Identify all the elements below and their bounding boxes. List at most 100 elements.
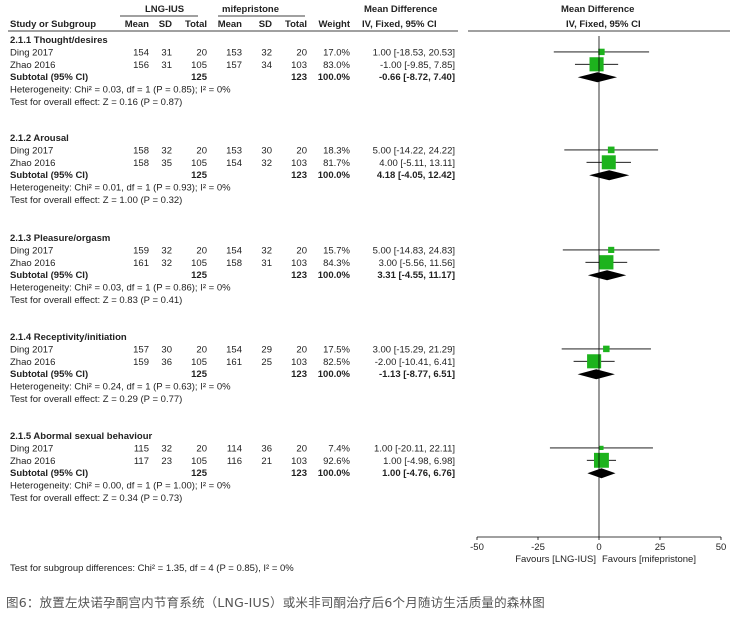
mean-2: 153 bbox=[226, 47, 242, 58]
study-name: Ding 2017 bbox=[10, 344, 53, 355]
heterogeneity: Heterogeneity: Chi² = 0.03, df = 1 (P = … bbox=[10, 283, 231, 294]
subtotal-diamond bbox=[577, 369, 615, 380]
sd-1: 30 bbox=[161, 344, 172, 355]
tick-label: -50 bbox=[470, 542, 484, 553]
favours-left: Favours [LNG-IUS] bbox=[515, 554, 596, 565]
mean-2: 157 bbox=[226, 60, 242, 71]
mean-2: 154 bbox=[226, 245, 242, 256]
col-mean-1: Mean bbox=[125, 19, 149, 30]
study-square bbox=[608, 246, 615, 253]
col-mean-2: Mean bbox=[218, 19, 242, 30]
sd-2: 30 bbox=[261, 145, 272, 156]
study-name: Zhao 2016 bbox=[10, 258, 55, 269]
heterogeneity: Heterogeneity: Chi² = 0.24, df = 1 (P = … bbox=[10, 382, 231, 393]
group2-header: mifepristone bbox=[222, 4, 279, 15]
total-2: 20 bbox=[296, 47, 307, 58]
subtotal-label: Subtotal (95% CI) bbox=[10, 72, 88, 83]
subtotal-total-1: 125 bbox=[191, 369, 208, 380]
subtotal-total-2: 123 bbox=[291, 72, 307, 83]
weight: 81.7% bbox=[323, 158, 350, 169]
sd-2: 31 bbox=[261, 258, 272, 269]
sd-1: 32 bbox=[161, 258, 172, 269]
total-2: 103 bbox=[291, 456, 307, 467]
subtotal-ci-text: -0.66 [-8.72, 7.40] bbox=[379, 72, 455, 83]
mean-1: 161 bbox=[133, 258, 149, 269]
sd-1: 32 bbox=[161, 443, 172, 454]
ci-text: 5.00 [-14.22, 24.22] bbox=[373, 145, 455, 156]
total-2: 103 bbox=[291, 158, 307, 169]
subtotal-weight: 100.0% bbox=[318, 72, 351, 83]
subtotal-weight: 100.0% bbox=[318, 270, 351, 281]
mean-1: 159 bbox=[133, 245, 149, 256]
subtotal-diamond bbox=[587, 270, 627, 281]
weight: 84.3% bbox=[323, 258, 350, 269]
study-square bbox=[593, 452, 609, 468]
subtotal-total-1: 125 bbox=[191, 270, 208, 281]
subtotal-ci-text: 4.18 [-4.05, 12.42] bbox=[377, 170, 455, 181]
mean-2: 154 bbox=[226, 158, 242, 169]
subtotal-ci-text: 1.00 [-4.76, 6.76] bbox=[382, 468, 455, 479]
mean-1: 154 bbox=[133, 47, 149, 58]
sd-1: 31 bbox=[161, 47, 172, 58]
ci-text: 5.00 [-14.83, 24.83] bbox=[373, 245, 455, 256]
study-square bbox=[598, 48, 605, 56]
sd-2: 29 bbox=[261, 344, 272, 355]
mean-1: 115 bbox=[134, 443, 149, 454]
subtotal-total-2: 123 bbox=[291, 468, 307, 479]
mean-1: 158 bbox=[133, 158, 149, 169]
study-square bbox=[599, 255, 614, 270]
subgroup-title: 2.1.3 Pleasure/orgasm bbox=[10, 233, 110, 244]
subtotal-total-1: 125 bbox=[191, 72, 208, 83]
overall-effect: Test for overall effect: Z = 0.34 (P = 0… bbox=[10, 493, 182, 504]
ci-text: -1.00 [-9.85, 7.85] bbox=[380, 60, 455, 71]
total-2: 103 bbox=[291, 60, 307, 71]
ci-text: 1.00 [-18.53, 20.53] bbox=[373, 47, 455, 58]
mean-2: 154 bbox=[226, 344, 242, 355]
table-rows: 2.1.1 Thought/desires Ding 2017 154 31 20 153… bbox=[10, 35, 455, 504]
sd-2: 32 bbox=[261, 47, 272, 58]
sd-2: 32 bbox=[261, 245, 272, 256]
tick-label: 50 bbox=[716, 542, 727, 553]
subgroup-title: 2.1.1 Thought/desires bbox=[10, 35, 108, 46]
ci-text: 4.00 [-5.11, 13.11] bbox=[379, 158, 455, 169]
weight: 82.5% bbox=[323, 357, 350, 368]
col-total-1: Total bbox=[185, 19, 207, 30]
group1-header: LNG-IUS bbox=[145, 4, 184, 15]
overall-effect: Test for overall effect: Z = 0.29 (P = 0… bbox=[10, 394, 182, 405]
total-1: 105 bbox=[191, 456, 207, 467]
weight: 17.5% bbox=[323, 344, 350, 355]
mean-2: 161 bbox=[226, 357, 242, 368]
heterogeneity: Heterogeneity: Chi² = 0.01, df = 1 (P = … bbox=[10, 183, 231, 194]
study-name: Zhao 2016 bbox=[10, 456, 55, 467]
total-1: 20 bbox=[196, 443, 207, 454]
heterogeneity: Heterogeneity: Chi² = 0.00, df = 1 (P = … bbox=[10, 481, 231, 492]
col-total-2: Total bbox=[285, 19, 307, 30]
md-header-sub: IV, Fixed, 95% CI bbox=[362, 19, 437, 30]
ci-text: -2.00 [-10.41, 6.41] bbox=[375, 357, 455, 368]
total-2: 20 bbox=[296, 443, 307, 454]
total-1: 20 bbox=[196, 145, 207, 156]
total-2: 20 bbox=[296, 245, 307, 256]
study-square bbox=[599, 445, 604, 451]
sd-1: 31 bbox=[161, 60, 172, 71]
study-square bbox=[587, 354, 602, 369]
col-study: Study or Subgroup bbox=[10, 19, 96, 30]
subtotal-total-1: 125 bbox=[191, 170, 208, 181]
overall-effect: Test for overall effect: Z = 1.00 (P = 0… bbox=[10, 195, 182, 206]
tick-label: 25 bbox=[655, 542, 666, 553]
plot-header-title: Mean Difference bbox=[561, 4, 634, 15]
sd-2: 25 bbox=[261, 357, 272, 368]
mean-1: 158 bbox=[133, 145, 149, 156]
col-sd-1: SD bbox=[159, 19, 172, 30]
sd-1: 36 bbox=[161, 357, 172, 368]
weight: 17.0% bbox=[323, 47, 350, 58]
sd-2: 21 bbox=[261, 456, 272, 467]
subtotal-ci-text: -1.13 [-8.77, 6.51] bbox=[379, 369, 455, 380]
ci-text: 3.00 [-5.56, 11.56] bbox=[379, 258, 455, 269]
weight: 15.7% bbox=[323, 245, 350, 256]
subtotal-weight: 100.0% bbox=[318, 369, 351, 380]
subtotal-total-1: 125 bbox=[191, 468, 208, 479]
md-header-title: Mean Difference bbox=[364, 4, 437, 15]
total-2: 103 bbox=[291, 258, 307, 269]
subgroup-title: 2.1.2 Arousal bbox=[10, 133, 69, 144]
